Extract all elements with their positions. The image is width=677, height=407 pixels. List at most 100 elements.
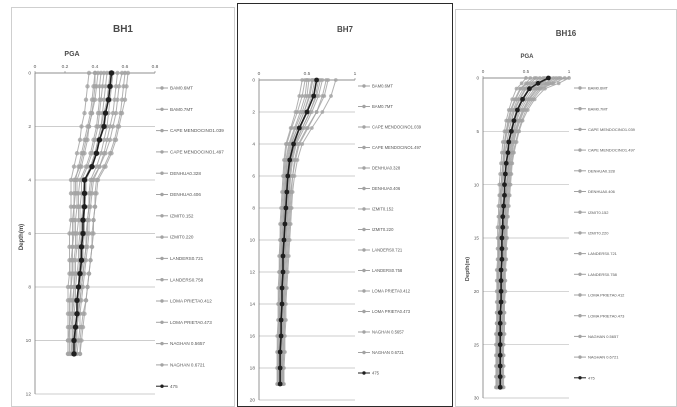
y-tick-label: 10 (250, 238, 256, 244)
data-point (80, 230, 86, 237)
data-point (287, 157, 293, 163)
y-tick-label: 0 (28, 71, 31, 77)
chart-plot-bh1: 0 2 4 6 8 10 12 0 0.2 0.4 0.6 0.8 BAM0.6MT BAM0.7MT CA… (26, 64, 225, 398)
data-point (278, 333, 284, 339)
data-point (65, 311, 71, 316)
data-point (77, 137, 83, 143)
legend-label: DENHUA0.328 (372, 166, 401, 171)
legend-marker (578, 334, 582, 339)
data-point (497, 363, 503, 369)
data-point (520, 96, 525, 102)
data-point (89, 163, 95, 170)
legend-label: CAPE MENDOCINO1.497 (588, 148, 636, 153)
data-point (71, 164, 77, 169)
data-point (115, 70, 120, 76)
data-point (110, 110, 116, 116)
series-line (276, 79, 303, 384)
legend-label: CAPE MENDOCINO1.039 (372, 125, 422, 130)
data-point (523, 86, 528, 91)
data-point (293, 158, 298, 162)
legend-marker (362, 84, 366, 88)
data-point (107, 83, 113, 90)
data-point (322, 94, 327, 98)
data-point (501, 203, 507, 209)
data-point (320, 110, 325, 114)
legend-marker (362, 207, 366, 211)
data-point (98, 70, 104, 76)
legend-marker (362, 248, 366, 252)
legend-marker (362, 309, 366, 314)
legend-label: LOMA PRIETA0.412 (170, 299, 212, 304)
data-point (499, 246, 505, 252)
legend-marker (578, 251, 582, 256)
legend-marker (362, 268, 366, 273)
data-point (303, 94, 307, 98)
data-point (67, 271, 72, 276)
legend-marker (160, 192, 164, 197)
series-line (67, 72, 90, 354)
data-point (95, 177, 101, 183)
data-point (83, 298, 89, 303)
legend-marker (578, 127, 582, 132)
legend-marker (362, 166, 366, 170)
data-point (502, 171, 508, 177)
data-point (511, 118, 517, 124)
data-point (91, 137, 96, 143)
data-point (279, 301, 285, 307)
data-point (72, 324, 79, 330)
data-point (85, 244, 90, 250)
legend-marker (578, 210, 582, 214)
y-tick-label: 20 (250, 398, 256, 404)
data-point (78, 257, 85, 263)
data-point (562, 76, 567, 80)
data-point (82, 271, 87, 276)
data-point (280, 269, 286, 275)
legend-label: BAM0.6MT (588, 86, 609, 91)
legend-marker (362, 104, 366, 109)
legend-marker (160, 278, 164, 282)
data-point (68, 191, 74, 196)
series-line (278, 79, 314, 384)
legend-label: CAPE MENDOCINO1.039 (588, 127, 636, 132)
data-point (109, 151, 114, 156)
chart-title: BH7 (336, 25, 353, 34)
data-point (281, 237, 287, 243)
legend-marker (362, 371, 366, 375)
legend-marker (578, 355, 582, 359)
data-point (512, 97, 517, 102)
legend-label: IZMIT0.152 (170, 213, 194, 218)
data-point (293, 110, 298, 114)
data-point (525, 108, 530, 112)
legend-label: DENHUA0.406 (588, 189, 616, 194)
data-point (71, 351, 77, 357)
data-point (77, 177, 83, 183)
data-point (89, 110, 95, 116)
data-point (309, 126, 314, 130)
data-point (556, 81, 561, 86)
data-point (91, 97, 96, 102)
legend-label: LANDERS0.758 (372, 268, 403, 273)
data-point (85, 137, 90, 143)
series-line (69, 72, 96, 354)
data-point (514, 86, 519, 91)
data-point (83, 97, 89, 102)
legend-marker (160, 128, 164, 133)
data-point (497, 384, 503, 390)
data-point (505, 150, 511, 156)
x-tick-label: 0.5 (304, 71, 311, 77)
data-point (279, 285, 285, 291)
series-line (76, 72, 118, 354)
data-point (91, 217, 96, 223)
data-point (289, 190, 294, 194)
legend-label: LOMA PRIETA0.412 (588, 293, 625, 298)
data-point (102, 110, 109, 116)
data-point (96, 137, 103, 143)
legend-label: CAPE MENDOCINO1.039 (170, 128, 224, 133)
legend-marker (578, 272, 582, 276)
data-point (535, 80, 541, 86)
data-point (497, 320, 503, 326)
legend-marker (578, 231, 582, 235)
chart-plot-bh16: 0 5 10 15 20 25 30 0 0.5 1 BAM0.6MT BAM0.7MT CAPE ME… (474, 69, 636, 401)
legend-label: LANDERS0.721 (372, 248, 403, 253)
data-point (76, 191, 81, 196)
